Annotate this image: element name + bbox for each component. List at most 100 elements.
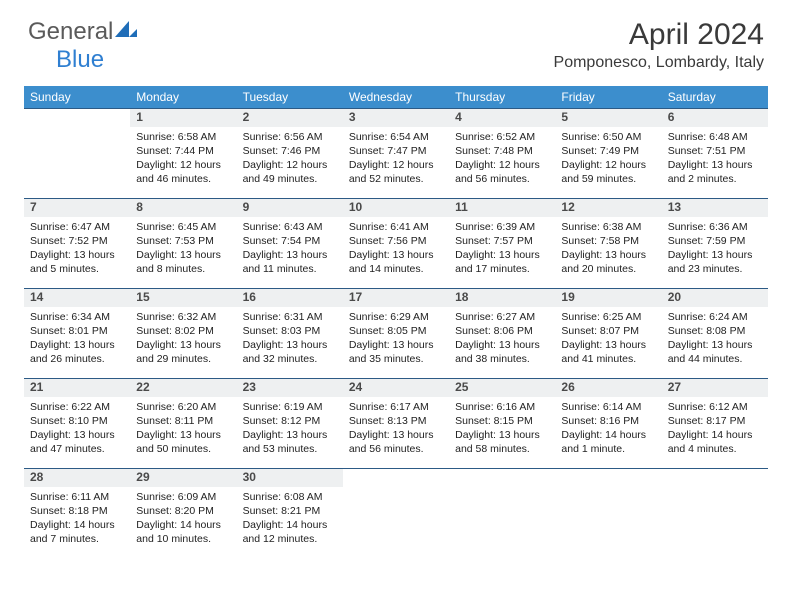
day-content-cell: Sunrise: 6:08 AMSunset: 8:21 PMDaylight:… — [237, 487, 343, 559]
sunrise-line: Sunrise: 6:14 AM — [561, 400, 655, 414]
sunrise-line: Sunrise: 6:43 AM — [243, 220, 337, 234]
weekday-header: Monday — [130, 86, 236, 109]
daylight-line: Daylight: 12 hours and 59 minutes. — [561, 158, 655, 186]
day-number-cell — [662, 469, 768, 487]
sunset-line: Sunset: 8:01 PM — [30, 324, 124, 338]
day-number-cell: 23 — [237, 379, 343, 397]
daylight-line: Daylight: 13 hours and 26 minutes. — [30, 338, 124, 366]
sunrise-line: Sunrise: 6:27 AM — [455, 310, 549, 324]
daylight-line: Daylight: 13 hours and 58 minutes. — [455, 428, 549, 456]
day-number-cell: 15 — [130, 289, 236, 307]
weekday-header: Saturday — [662, 86, 768, 109]
day-content-cell: Sunrise: 6:50 AMSunset: 7:49 PMDaylight:… — [555, 127, 661, 199]
day-content-cell: Sunrise: 6:09 AMSunset: 8:20 PMDaylight:… — [130, 487, 236, 559]
header: General Blue April 2024 Pomponesco, Lomb… — [0, 0, 792, 82]
day-number-row: 78910111213 — [24, 199, 768, 217]
sunset-line: Sunset: 8:21 PM — [243, 504, 337, 518]
weekday-header: Sunday — [24, 86, 130, 109]
day-content-cell — [343, 487, 449, 559]
sunrise-line: Sunrise: 6:08 AM — [243, 490, 337, 504]
sunrise-line: Sunrise: 6:17 AM — [349, 400, 443, 414]
day-number-cell: 2 — [237, 109, 343, 127]
day-number-cell: 30 — [237, 469, 343, 487]
day-number-cell: 16 — [237, 289, 343, 307]
day-number-cell: 17 — [343, 289, 449, 307]
logo-part2: Blue — [56, 46, 104, 73]
sunset-line: Sunset: 8:07 PM — [561, 324, 655, 338]
sunset-line: Sunset: 7:44 PM — [136, 144, 230, 158]
sunset-line: Sunset: 7:57 PM — [455, 234, 549, 248]
day-content-cell: Sunrise: 6:17 AMSunset: 8:13 PMDaylight:… — [343, 397, 449, 469]
weekday-header: Wednesday — [343, 86, 449, 109]
sunrise-line: Sunrise: 6:22 AM — [30, 400, 124, 414]
day-number-cell: 11 — [449, 199, 555, 217]
sunrise-line: Sunrise: 6:38 AM — [561, 220, 655, 234]
daylight-line: Daylight: 13 hours and 23 minutes. — [668, 248, 762, 276]
sunrise-line: Sunrise: 6:20 AM — [136, 400, 230, 414]
day-number-cell: 18 — [449, 289, 555, 307]
day-content-cell: Sunrise: 6:52 AMSunset: 7:48 PMDaylight:… — [449, 127, 555, 199]
weekday-header: Thursday — [449, 86, 555, 109]
sunrise-line: Sunrise: 6:56 AM — [243, 130, 337, 144]
day-content-cell: Sunrise: 6:24 AMSunset: 8:08 PMDaylight:… — [662, 307, 768, 379]
day-number-cell: 6 — [662, 109, 768, 127]
sunrise-line: Sunrise: 6:45 AM — [136, 220, 230, 234]
daylight-line: Daylight: 13 hours and 56 minutes. — [349, 428, 443, 456]
sunset-line: Sunset: 8:02 PM — [136, 324, 230, 338]
sunrise-line: Sunrise: 6:31 AM — [243, 310, 337, 324]
day-content-cell: Sunrise: 6:39 AMSunset: 7:57 PMDaylight:… — [449, 217, 555, 289]
day-number-cell: 9 — [237, 199, 343, 217]
daylight-line: Daylight: 13 hours and 32 minutes. — [243, 338, 337, 366]
sunrise-line: Sunrise: 6:25 AM — [561, 310, 655, 324]
sunset-line: Sunset: 8:17 PM — [668, 414, 762, 428]
day-number-cell: 3 — [343, 109, 449, 127]
day-number-cell: 27 — [662, 379, 768, 397]
daylight-line: Daylight: 14 hours and 4 minutes. — [668, 428, 762, 456]
day-content-cell: Sunrise: 6:43 AMSunset: 7:54 PMDaylight:… — [237, 217, 343, 289]
day-content-cell: Sunrise: 6:58 AMSunset: 7:44 PMDaylight:… — [130, 127, 236, 199]
day-content-cell — [555, 487, 661, 559]
day-content-cell: Sunrise: 6:27 AMSunset: 8:06 PMDaylight:… — [449, 307, 555, 379]
day-content-cell: Sunrise: 6:54 AMSunset: 7:47 PMDaylight:… — [343, 127, 449, 199]
day-content-row: Sunrise: 6:22 AMSunset: 8:10 PM Daylight:… — [24, 397, 768, 469]
day-number-cell: 5 — [555, 109, 661, 127]
sunrise-line: Sunrise: 6:19 AM — [243, 400, 337, 414]
sunset-line: Sunset: 7:53 PM — [136, 234, 230, 248]
month-title: April 2024 — [554, 18, 764, 52]
sunset-line: Sunset: 8:10 PM — [30, 414, 124, 428]
sunrise-line: Sunrise: 6:09 AM — [136, 490, 230, 504]
day-content-cell — [449, 487, 555, 559]
day-content-row: Sunrise: 6:47 AMSunset: 7:52 PMDaylight:… — [24, 217, 768, 289]
sunrise-line: Sunrise: 6:48 AM — [668, 130, 762, 144]
sunset-line: Sunset: 8:11 PM — [136, 414, 230, 428]
day-content-row: Sunrise: 6:34 AMSunset: 8:01 PMDaylight:… — [24, 307, 768, 379]
weekday-header: Friday — [555, 86, 661, 109]
sunrise-line: Sunrise: 6:11 AM — [30, 490, 124, 504]
day-content-cell: Sunrise: 6:56 AMSunset: 7:46 PMDaylight:… — [237, 127, 343, 199]
daylight-line: Daylight: 13 hours and 35 minutes. — [349, 338, 443, 366]
daylight-line: Daylight: 12 hours and 56 minutes. — [455, 158, 549, 186]
day-content-cell: Sunrise: 6:29 AMSunset: 8:05 PMDaylight:… — [343, 307, 449, 379]
day-number-row: 282930 — [24, 469, 768, 487]
daylight-line: Daylight: 13 hours and 38 minutes. — [455, 338, 549, 366]
daylight-line: Daylight: 13 hours and 8 minutes. — [136, 248, 230, 276]
day-number-cell: 8 — [130, 199, 236, 217]
sunset-line: Sunset: 8:12 PM — [243, 414, 337, 428]
sunrise-line: Sunrise: 6:29 AM — [349, 310, 443, 324]
logo-part1: General — [28, 18, 113, 45]
sunrise-line: Sunrise: 6:58 AM — [136, 130, 230, 144]
daylight-line: Daylight: 13 hours and 17 minutes. — [455, 248, 549, 276]
day-number-cell: 4 — [449, 109, 555, 127]
sunset-line: Sunset: 7:51 PM — [668, 144, 762, 158]
sunset-line: Sunset: 7:52 PM — [30, 234, 124, 248]
sunrise-line: Sunrise: 6:36 AM — [668, 220, 762, 234]
day-number-row: 14151617181920 — [24, 289, 768, 307]
sunset-line: Sunset: 8:18 PM — [30, 504, 124, 518]
daylight-line: Daylight: 13 hours and 20 minutes. — [561, 248, 655, 276]
day-content-cell: Sunrise: 6:41 AMSunset: 7:56 PMDaylight:… — [343, 217, 449, 289]
daylight-line: Daylight: 14 hours and 10 minutes. — [136, 518, 230, 546]
day-number-cell: 26 — [555, 379, 661, 397]
sunset-line: Sunset: 8:03 PM — [243, 324, 337, 338]
sunrise-line: Sunrise: 6:32 AM — [136, 310, 230, 324]
weekday-header: Tuesday — [237, 86, 343, 109]
